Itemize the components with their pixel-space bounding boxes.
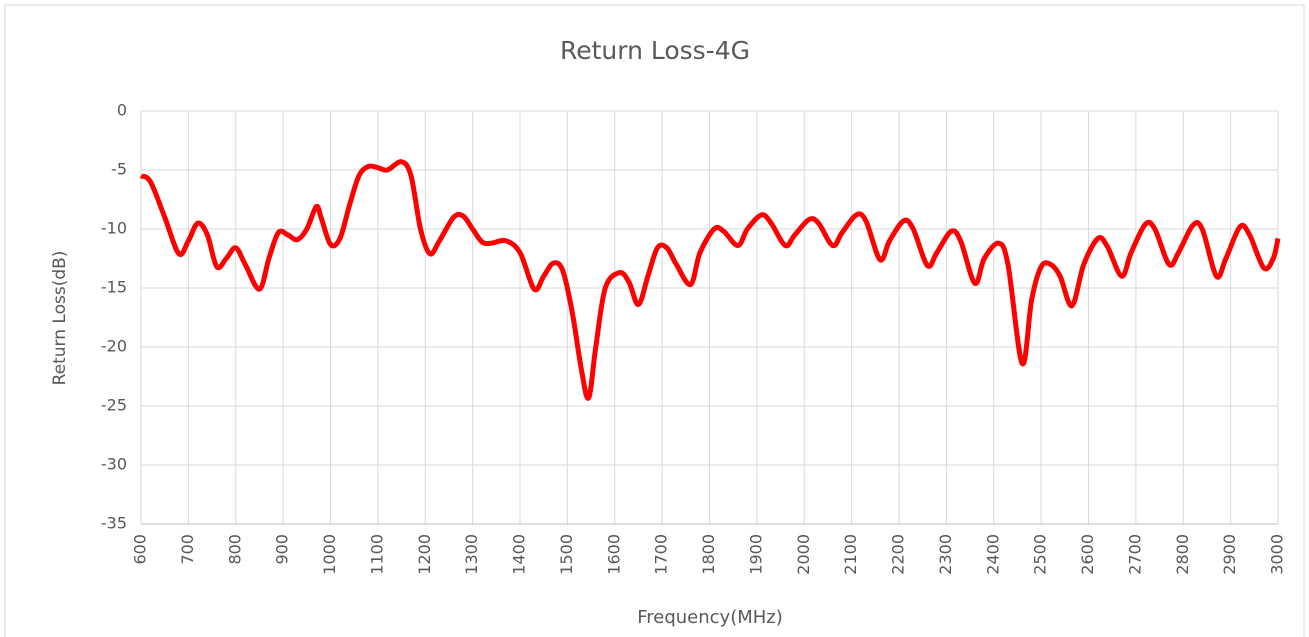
x-tick-label: 1500	[557, 534, 576, 575]
x-tick-label: 2500	[1031, 534, 1050, 575]
y-tick-label: 0	[117, 101, 127, 120]
x-tick-label: 1800	[699, 534, 718, 575]
x-tick-label: 900	[273, 534, 292, 565]
chart-title: Return Loss-4G	[560, 36, 750, 65]
x-tick-label: 2200	[889, 534, 908, 575]
x-tick-label: 1600	[604, 534, 623, 575]
x-tick-label: 2100	[841, 534, 860, 575]
data-line	[139, 159, 1281, 401]
y-tick-label: -20	[101, 337, 127, 356]
x-tick-label: 600	[131, 534, 150, 565]
x-tick-label: 700	[178, 534, 197, 565]
y-axis-title: Return Loss(dB)	[50, 251, 70, 386]
y-tick-label: -5	[111, 160, 127, 179]
x-tick-label: 1200	[415, 534, 434, 575]
y-tick-label: -15	[101, 278, 127, 297]
y-tick-label: -30	[101, 455, 127, 474]
x-tick-label: 2900	[1220, 534, 1239, 575]
x-tick-label: 2300	[936, 534, 955, 575]
x-tick-label: 1400	[510, 534, 529, 575]
x-tick-label: 2800	[1173, 534, 1192, 575]
x-tick-label: 1700	[652, 534, 671, 575]
x-tick-label: 2700	[1125, 534, 1144, 575]
x-tick-label: 2600	[1078, 534, 1097, 575]
x-tick-label: 800	[225, 534, 244, 565]
x-tick-label: 2400	[983, 534, 1002, 575]
x-tick-label: 1900	[746, 534, 765, 575]
x-tick-label: 2000	[794, 534, 813, 575]
x-axis-title: Frequency(MHz)	[637, 607, 783, 628]
y-tick-label: -10	[101, 219, 127, 238]
x-tick-label: 1000	[320, 534, 339, 575]
y-tick-label: -25	[101, 396, 127, 415]
chart-frame	[4, 4, 1305, 637]
y-tick-label: -35	[101, 514, 127, 533]
x-tick-label: 3000	[1268, 534, 1287, 575]
x-tick-label: 1100	[367, 534, 386, 575]
x-tick-label: 1300	[462, 534, 481, 575]
